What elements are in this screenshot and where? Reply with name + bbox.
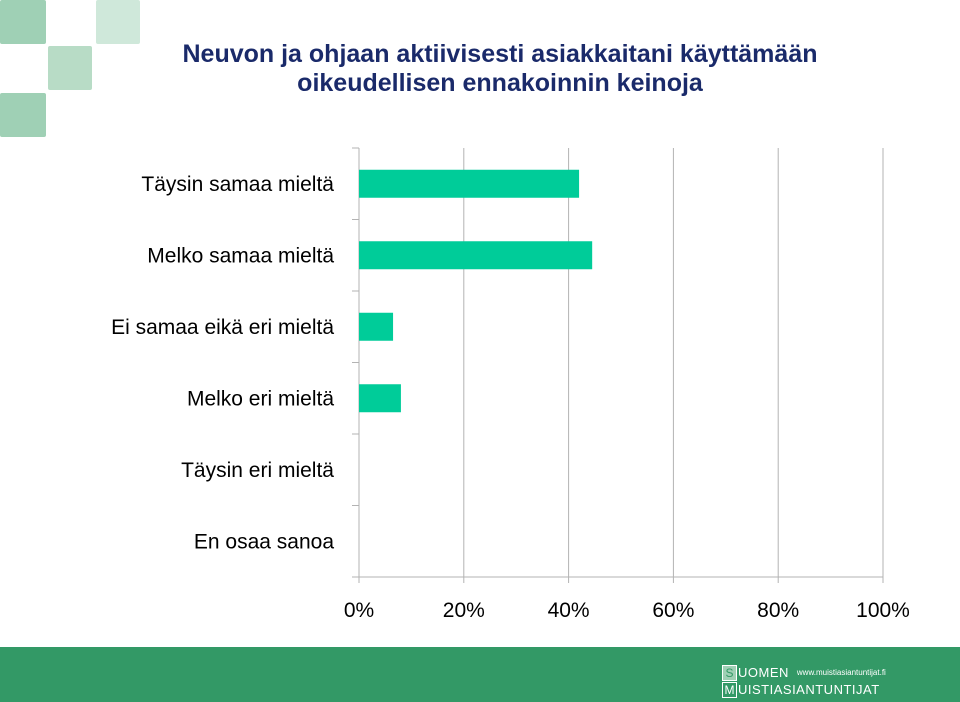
x-tick-label: 80% xyxy=(757,599,799,622)
x-tick-label: 60% xyxy=(652,599,694,622)
x-tick-label: 20% xyxy=(443,599,485,622)
logo-url: www.muistiasiantuntijat.fi xyxy=(796,668,886,677)
x-tick-label: 40% xyxy=(548,599,590,622)
bar xyxy=(359,169,580,198)
decorative-square xyxy=(0,93,46,137)
chart-title-line-2: oikeudellisen ennakoinnin keinoja xyxy=(297,69,703,97)
bar xyxy=(359,384,401,413)
logo-word: UISTIASIANTUNTIJAT xyxy=(738,682,880,697)
bar-chart: 0% 20% 40% 60% 80% 100% Täysin samaa mieltä Mel… xyxy=(111,147,910,622)
chart-title: Neuvon ja ohjaan aktiivisesti asiakkaita… xyxy=(120,40,880,98)
category-label: Melko samaa mieltä xyxy=(147,244,334,267)
logo-word: UOMEN xyxy=(738,665,789,680)
logo-letter-box: M xyxy=(722,682,737,698)
category-label: Ei samaa eikä eri mieltä xyxy=(111,316,334,339)
logo-letter-box: S xyxy=(722,665,737,681)
x-tick-label: 0% xyxy=(344,599,374,622)
category-label: Melko eri mieltä xyxy=(187,387,334,410)
category-label: Täysin eri mieltä xyxy=(181,459,334,482)
category-label: En osaa sanoa xyxy=(194,530,334,553)
bar xyxy=(359,312,394,341)
category-label: Täysin samaa mieltä xyxy=(141,173,334,196)
decorative-square xyxy=(48,46,92,90)
bar xyxy=(359,241,593,270)
chart-title-line-1: Neuvon ja ohjaan aktiivisesti asiakkaita… xyxy=(182,40,818,68)
decorative-square xyxy=(96,0,140,44)
x-tick-label: 100% xyxy=(856,599,910,622)
footer-bar xyxy=(0,647,960,702)
decorative-square xyxy=(0,0,46,44)
